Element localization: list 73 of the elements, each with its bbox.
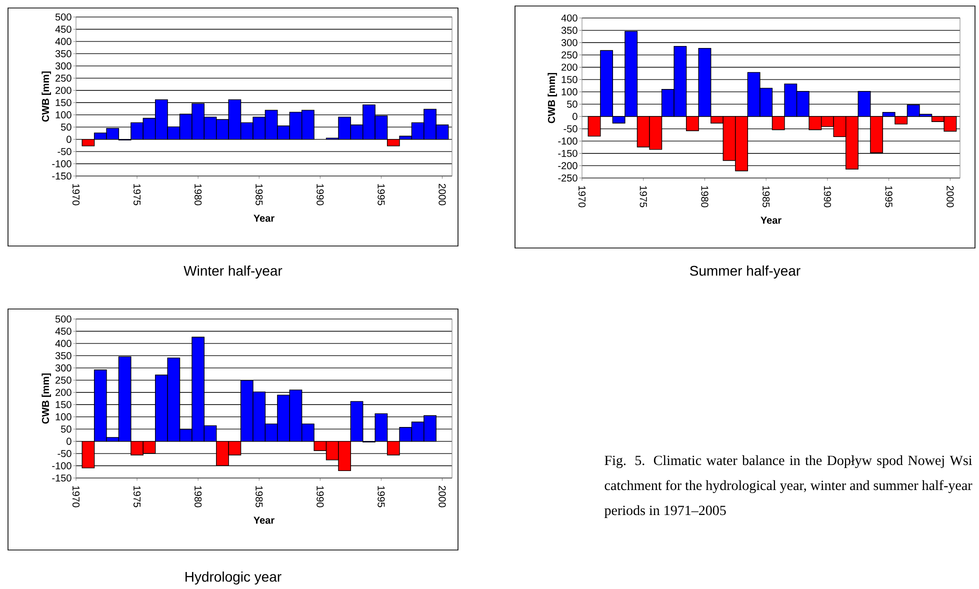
x-tick-label: 1995 (885, 186, 892, 208)
y-tick-label: 150 (56, 99, 72, 106)
y-tick-label: -50 (58, 148, 72, 156)
y-tick-label: 100 (562, 88, 578, 96)
text: Hydrologic year (186, 571, 282, 585)
y-tick-label: -150 (558, 150, 578, 157)
y-tick-label: 50 (61, 426, 72, 433)
y-tick-label: -100 (558, 138, 578, 145)
x-tick-label: 2000 (438, 184, 446, 206)
y-tick-label: 150 (562, 76, 578, 84)
y-tick-label: 350 (561, 26, 578, 34)
y-tick-label: 400 (55, 38, 72, 46)
y-tick-label: -50 (58, 450, 72, 458)
x-tick-label: 1975 (640, 186, 647, 208)
y-axis-title: CWB [mm] (42, 374, 52, 424)
x-axis-title: Year (760, 216, 782, 224)
text: Summer half-year (690, 265, 800, 279)
y-tick-label: 50 (567, 100, 578, 108)
y-tick-label: 250 (56, 74, 72, 82)
y-tick-label: 200 (56, 86, 72, 94)
x-tick-label: 1970 (578, 186, 586, 208)
x-tick-label: 1990 (824, 186, 832, 208)
y-tick-label: 200 (56, 388, 72, 396)
x-tick-label: 1980 (194, 486, 202, 508)
x-tick-label: 1975 (133, 486, 141, 508)
y-tick-label: 350 (55, 352, 72, 360)
y-tick-label: -250 (558, 174, 578, 182)
y-tick-label: 300 (55, 62, 72, 70)
x-tick-label: 1985 (256, 184, 263, 206)
x-tick-label: 1985 (762, 186, 770, 208)
y-tick-label: -150 (52, 474, 72, 482)
x-axis-title: Year (254, 516, 274, 524)
x-tick-label: 2000 (438, 486, 446, 508)
y-tick-label: 0 (66, 438, 72, 445)
y-tick-label: 250 (562, 51, 578, 58)
x-tick-label: 1970 (72, 486, 80, 508)
y-tick-label: -100 (52, 462, 72, 470)
x-tick-label: 1995 (378, 486, 385, 508)
y-tick-label: -100 (52, 160, 72, 168)
y-tick-label: 0 (66, 136, 72, 143)
y-tick-label: 100 (56, 413, 72, 420)
y-tick-label: 500 (55, 315, 72, 323)
y-tick-label: 500 (55, 13, 72, 21)
y-axis-title: CWB [mm] (548, 73, 558, 124)
y-tick-label: 300 (55, 364, 72, 372)
x-tick-label: 1995 (378, 184, 385, 206)
y-tick-label: 350 (55, 50, 72, 58)
y-tick-label: 300 (561, 39, 578, 46)
y-tick-label: 0 (572, 112, 578, 120)
x-tick-label: 1990 (316, 184, 324, 206)
x-tick-label: 1980 (701, 186, 708, 208)
x-tick-label: 1975 (133, 184, 141, 206)
y-tick-label: 400 (55, 340, 72, 348)
y-axis-title: CWB [mm] (42, 72, 52, 122)
text: Winter half-year (184, 265, 282, 279)
x-tick-label: 1980 (194, 184, 202, 206)
y-tick-label: 50 (61, 124, 72, 131)
x-tick-label: 2000 (946, 186, 954, 208)
y-tick-label: -50 (564, 125, 578, 132)
y-tick-label: -150 (52, 172, 72, 180)
x-axis-title: Year (254, 214, 274, 222)
y-tick-label: 450 (55, 26, 72, 33)
y-tick-label: 150 (56, 401, 72, 408)
y-tick-label: -200 (558, 162, 578, 170)
y-tick-label: 450 (55, 328, 72, 335)
x-tick-label: 1990 (316, 486, 324, 508)
y-tick-label: 100 (56, 111, 72, 118)
y-tick-label: 250 (56, 376, 72, 384)
x-tick-label: 1985 (256, 486, 263, 508)
x-tick-label: 1970 (72, 184, 80, 206)
y-tick-label: 200 (562, 64, 578, 71)
y-tick-label: 400 (561, 14, 578, 22)
caption: Fig. 5. Climatic water balance in the Dopływ spod Nowej Wsi catchment for the hydrological year, winter and summer half-year periods in 1971–2005 (604, 455, 972, 518)
